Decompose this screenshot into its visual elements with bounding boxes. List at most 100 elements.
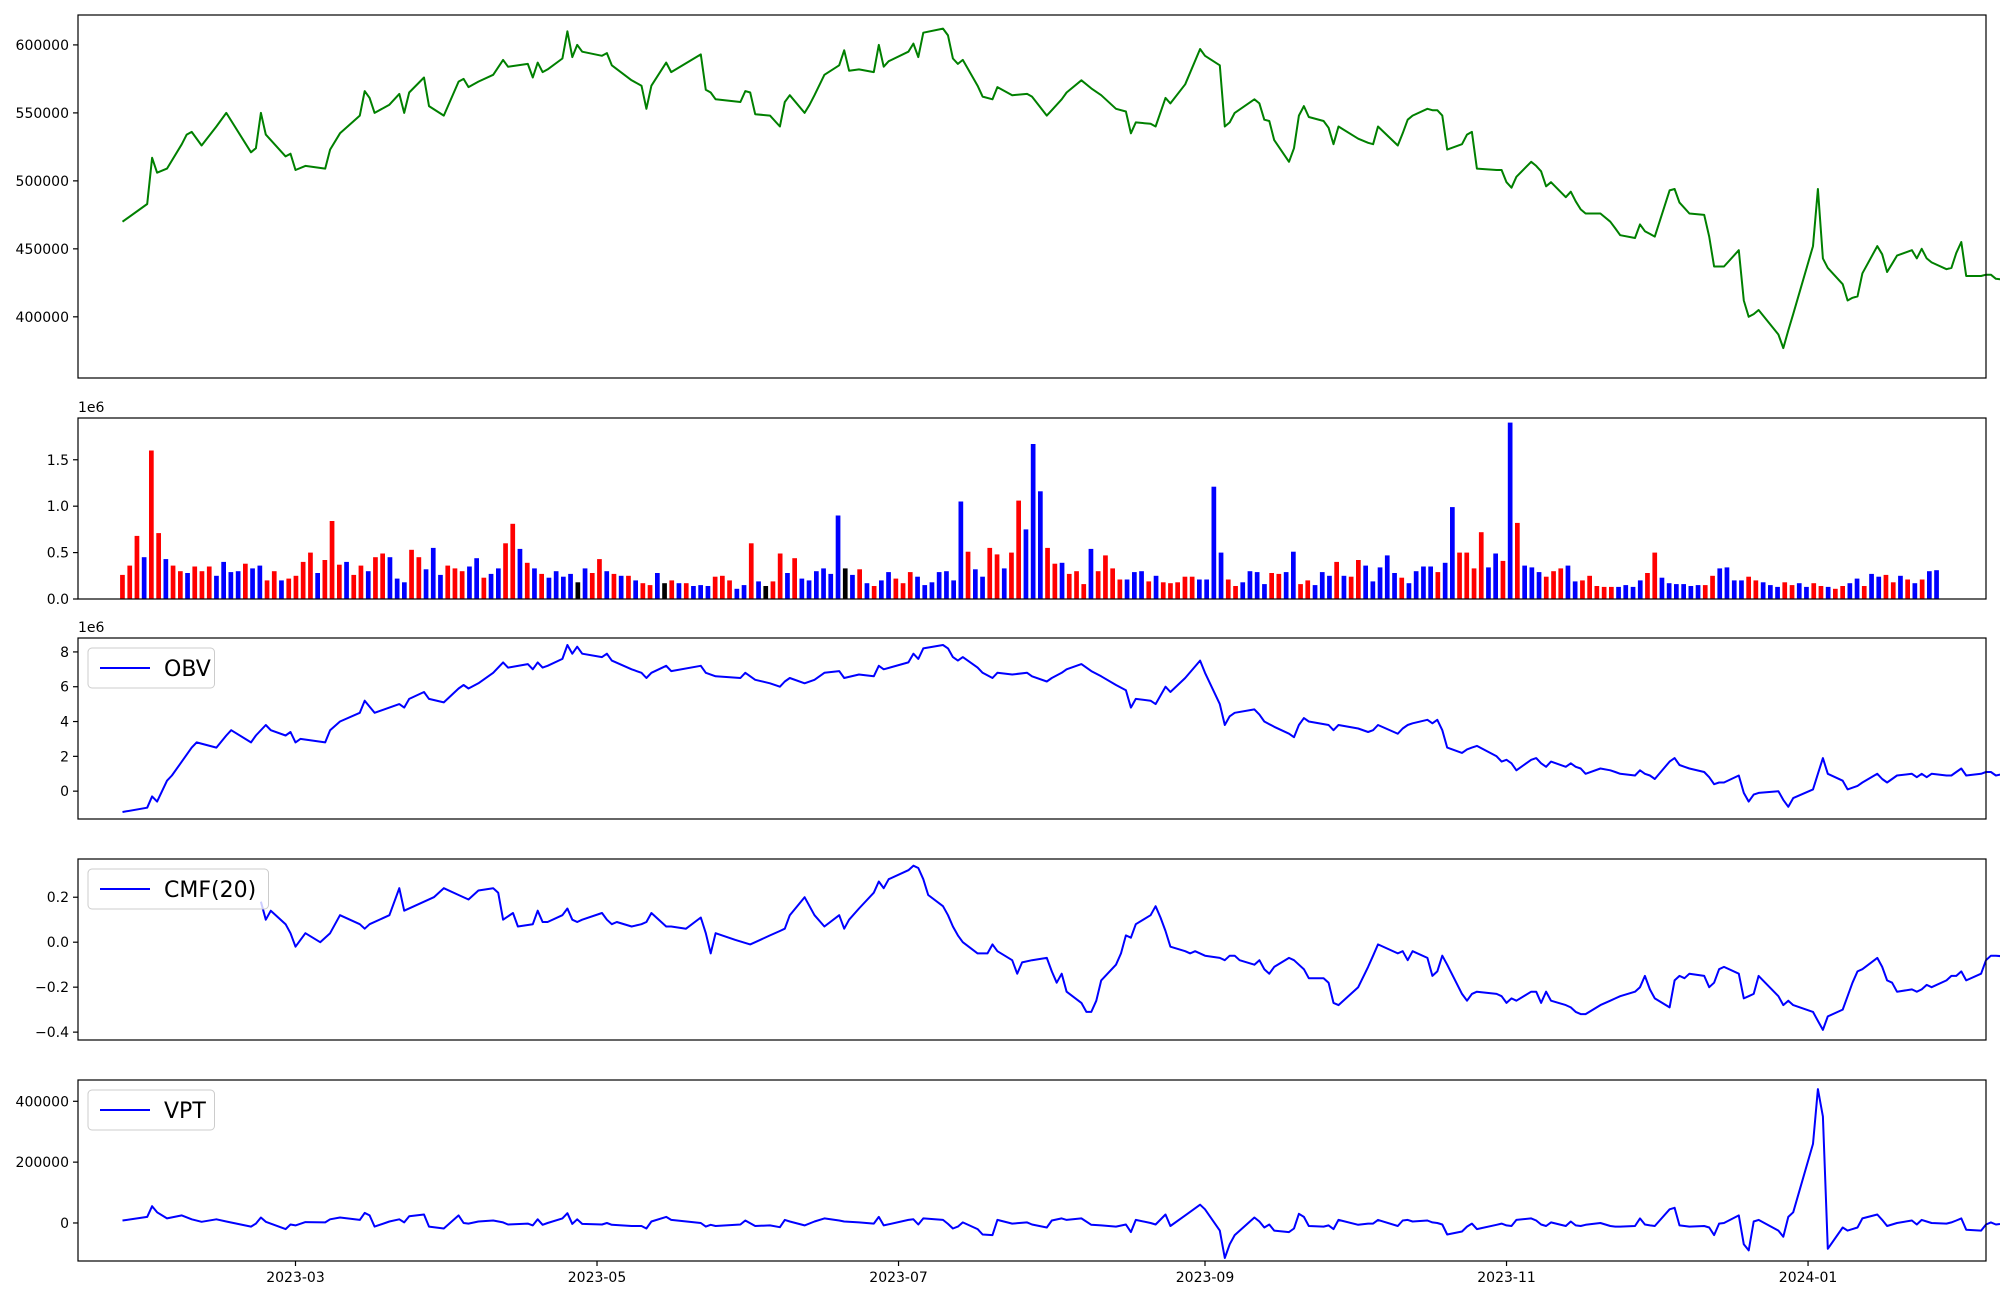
legend: OBV: [87, 647, 215, 689]
volume-bar: [618, 575, 624, 599]
volume-bar: [1861, 586, 1867, 599]
volume-bar: [539, 573, 544, 599]
volume-bar: [936, 572, 942, 599]
volume-bar: [1854, 578, 1860, 599]
volume-bar: [669, 580, 675, 599]
volume-bar: [1601, 586, 1607, 599]
volume-bar: [1016, 500, 1021, 599]
volume-bar: [467, 566, 472, 599]
volume-bar: [1110, 568, 1115, 599]
volume-bar: [373, 557, 378, 599]
obv-panel: 0 2 4 6 8 1e6 OBV: [60, 620, 2000, 820]
volume-bar: [850, 574, 855, 599]
volume-bar: [1298, 584, 1303, 599]
vpt-panel: 0 200000 400000 VPT: [16, 1079, 2000, 1262]
volume-bar: [1384, 555, 1390, 599]
volume-bar: [214, 575, 219, 599]
volume-bar: [1377, 567, 1383, 599]
volume-bar: [1442, 562, 1448, 599]
volume-bar: [1153, 575, 1159, 599]
legend-label: VPT: [164, 1099, 206, 1124]
volume-bar: [727, 580, 732, 599]
volume-bar: [756, 581, 761, 599]
volume-bar: [994, 554, 1000, 599]
volume-bar: [351, 574, 357, 599]
volume-bar: [1594, 586, 1600, 599]
volume-bar: [1168, 583, 1173, 599]
volume-bar: [1558, 568, 1564, 599]
y-tick-label: 0.5: [47, 546, 69, 562]
y-tick-label: 0.0: [47, 935, 69, 951]
volume-bar: [524, 562, 530, 599]
volume-bar: [553, 571, 559, 599]
volume-bar: [734, 588, 740, 599]
volume-bar: [922, 585, 928, 599]
volume-bar: [835, 515, 841, 599]
volume-bar: [1674, 584, 1679, 599]
volume-bar: [814, 571, 819, 599]
volume-bar: [481, 577, 487, 599]
legend: CMF(20): [87, 868, 269, 910]
volume-bar: [1796, 583, 1802, 599]
volume-bar: [951, 580, 956, 599]
volume-bar: [264, 580, 270, 599]
volume-bar: [748, 543, 754, 599]
volume-bar: [1160, 582, 1166, 599]
volume-bar: [973, 569, 978, 599]
volume-bar: [806, 580, 812, 599]
volume-bar: [597, 559, 602, 599]
volume-bar: [1471, 568, 1477, 599]
volume-bar: [1587, 575, 1592, 599]
volume-bar: [532, 568, 537, 599]
volume-bar: [380, 553, 385, 599]
volume-bar: [185, 573, 190, 599]
volume-bar: [402, 582, 407, 599]
volume-bar: [134, 535, 140, 599]
volume-bar: [1702, 585, 1708, 599]
volume-bar: [1204, 579, 1209, 599]
volume-bar: [474, 558, 479, 599]
volume-bar: [156, 533, 161, 599]
volume-bar: [1348, 576, 1354, 599]
y-tick-label: 4: [60, 715, 69, 731]
volume-bar: [1428, 566, 1433, 599]
volume-bar: [1934, 570, 1939, 599]
volume-bar: [662, 583, 667, 599]
volume-bar: [770, 581, 776, 599]
volume-bar: [243, 563, 248, 599]
volume-bar: [1507, 422, 1513, 599]
volume-bar: [1211, 486, 1217, 599]
volume-bar: [987, 547, 993, 599]
volume-bar: [1775, 586, 1780, 599]
volume-bar: [1890, 582, 1896, 599]
volume-bar: [1103, 555, 1108, 599]
volume-bar: [1630, 586, 1636, 599]
volume-bar: [192, 566, 198, 599]
volume-bar: [1269, 573, 1274, 599]
volume-bar: [1218, 552, 1224, 599]
volume-bar: [1500, 560, 1506, 599]
volume-bar: [1731, 580, 1737, 599]
vpt-series-line: [122, 1088, 2000, 1259]
volume-bar: [561, 576, 566, 599]
volume-bar: [358, 565, 364, 599]
volume-bar: [1276, 573, 1282, 599]
volume-bar: [1659, 577, 1665, 599]
volume-bar: [452, 568, 458, 599]
volume-bar: [221, 561, 226, 599]
volume-bar: [271, 571, 277, 599]
volume-bar: [423, 569, 429, 599]
volume-bar: [1334, 561, 1339, 599]
x-tick-label: 2023-07: [869, 1270, 928, 1286]
volume-bar: [676, 583, 682, 599]
legend-box: [87, 647, 215, 689]
volume-bar: [293, 575, 299, 599]
volume-bar: [1695, 585, 1701, 599]
volume-bar: [1883, 574, 1889, 599]
volume-bar: [337, 564, 342, 599]
volume-bar: [163, 559, 169, 599]
volume-bar: [705, 586, 711, 599]
y-tick-label: −0.2: [35, 980, 69, 996]
volume-bar: [1688, 586, 1694, 599]
volume-bar: [1522, 565, 1527, 599]
